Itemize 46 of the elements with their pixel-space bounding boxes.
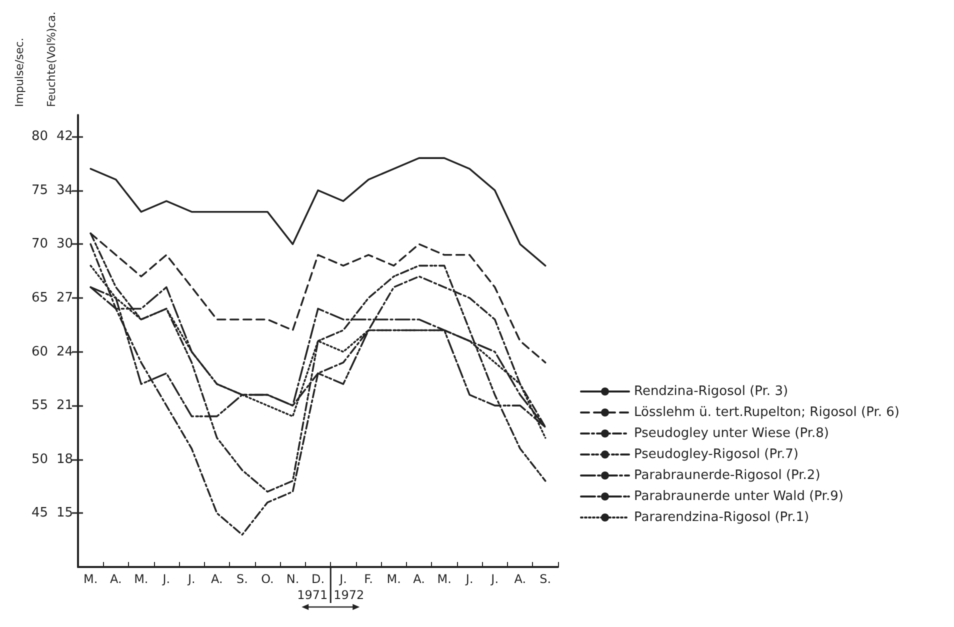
x-tick-label: M. <box>386 572 401 586</box>
category-label: 15 <box>56 506 73 521</box>
category-label: 42 <box>56 129 73 144</box>
x-tick-label: N. <box>286 572 300 586</box>
x-tick-label: J. <box>187 572 196 586</box>
category-label: 27 <box>56 290 73 306</box>
text: 1972 <box>334 588 364 602</box>
category-label: 21 <box>56 398 73 414</box>
text: 1971 <box>297 588 328 602</box>
legend-label: Parabraunerde unter Wald (Pr.9) <box>634 489 844 504</box>
y-tick-label: 70 <box>31 236 48 252</box>
legend-label: Pseudogley-Rigosol (Pr.7) <box>634 447 798 462</box>
x-tick-label: A. <box>413 572 425 586</box>
x-tick-label: A. <box>211 572 223 586</box>
x-tick-label: J. <box>338 572 347 586</box>
x-tick-label: A. <box>514 572 526 586</box>
x-tick-label: F. <box>364 572 373 586</box>
x-tick-label: M. <box>437 572 452 586</box>
x-tick-label: S. <box>236 572 248 586</box>
x-tick-label: J. <box>162 572 170 586</box>
category-label: 34 <box>56 182 73 198</box>
y-tick-label: 75 <box>31 182 48 198</box>
category-label: 30 <box>56 236 73 252</box>
legend-label: Parabraunerde-Rigosol (Pr.2) <box>634 468 820 483</box>
y2-axis-title: Feuchte(Vol%)ca. <box>45 12 58 107</box>
legend-label: Pseudogley unter Wiese (Pr.8) <box>634 426 829 441</box>
x-tick-label: M. <box>84 572 98 586</box>
x-tick-label: D. <box>311 572 325 586</box>
y-tick-label: 60 <box>31 344 48 360</box>
legend-label: Lösslehm ü. tert.Rupelton; Rigosol (Pr. 6) <box>634 405 900 420</box>
y-tick-label: 65 <box>31 290 48 306</box>
x-tick-label: J. <box>464 572 474 586</box>
y-tick-label: 45 <box>31 506 48 521</box>
x-tick-label: O. <box>261 572 274 586</box>
category-label: 18 <box>56 452 73 467</box>
legend-label: Pararendzina-Rigosol (Pr.1) <box>634 510 810 525</box>
y-tick-label: 55 <box>31 398 48 414</box>
legend-label: Rendzina-Rigosol (Pr. 3) <box>634 384 788 399</box>
y-tick-label: 50 <box>31 452 48 467</box>
x-tick-label: A. <box>110 572 122 586</box>
x-tick-label: S. <box>540 572 552 586</box>
y-tick-label: 80 <box>31 129 48 144</box>
x-tick-label: J. <box>490 572 499 586</box>
x-tick-label: M. <box>134 572 148 586</box>
y-axis-title: Impulse/sec. <box>13 38 26 107</box>
category-label: 24 <box>56 344 73 360</box>
